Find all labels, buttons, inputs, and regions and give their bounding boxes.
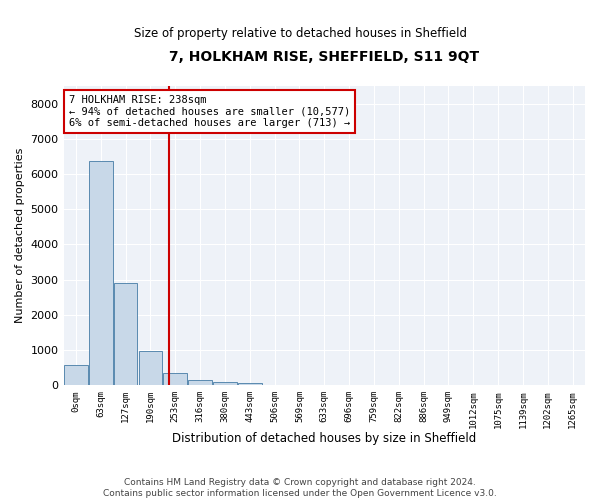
Bar [89,160,113,386]
Bar [114,282,137,386]
Text: 7 HOLKHAM RISE: 238sqm
← 94% of detached houses are smaller (10,577)
6% of semi-: 7 HOLKHAM RISE: 238sqm ← 94% of detached… [69,95,350,128]
Bar [139,351,162,386]
Bar [188,380,212,386]
Bar [64,365,88,386]
Bar [238,383,262,386]
X-axis label: Distribution of detached houses by size in Sheffield: Distribution of detached houses by size … [172,432,476,445]
Bar [213,382,237,386]
Bar [163,372,187,386]
Y-axis label: Number of detached properties: Number of detached properties [15,148,25,324]
Text: Size of property relative to detached houses in Sheffield: Size of property relative to detached ho… [133,28,467,40]
Text: Contains HM Land Registry data © Crown copyright and database right 2024.
Contai: Contains HM Land Registry data © Crown c… [103,478,497,498]
Title: 7, HOLKHAM RISE, SHEFFIELD, S11 9QT: 7, HOLKHAM RISE, SHEFFIELD, S11 9QT [169,50,479,64]
